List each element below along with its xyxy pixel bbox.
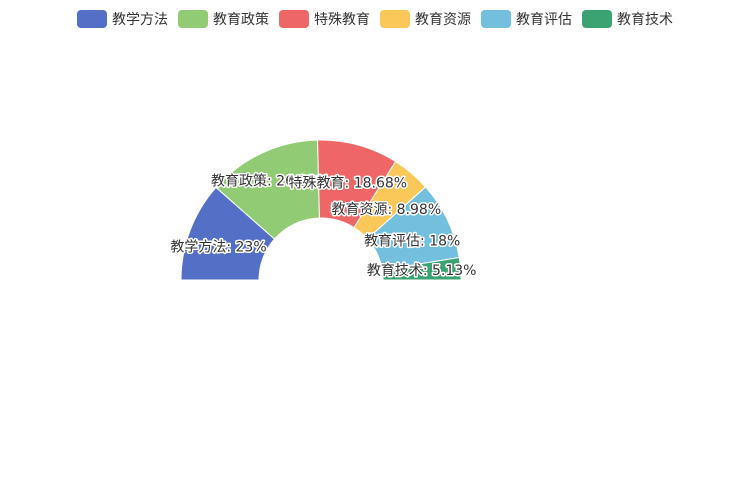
legend-swatch — [380, 10, 410, 28]
data-label: 教育技术: 5.13% — [367, 263, 477, 279]
data-label: 特殊教育: 18.68% — [289, 176, 408, 192]
data-label: 教育评估: 18% — [364, 234, 460, 250]
data-label: 教学方法: 23% — [170, 239, 266, 255]
legend-swatch — [178, 10, 208, 28]
legend-label: 教学方法 — [112, 12, 168, 28]
legend-item[interactable]: 教育评估 — [481, 10, 572, 28]
legend-swatch — [582, 10, 612, 28]
legend-label: 教育技术 — [617, 12, 673, 28]
legend-swatch — [77, 10, 107, 28]
data-labels: 教学方法: 23% 教育政策: 26.23%特殊教育: 18.68% 教育资源: 8… — [169, 171, 478, 280]
legend-label: 教育政策 — [213, 11, 269, 28]
legend-label: 教育评估 — [516, 12, 572, 28]
legend-item[interactable]: 教学方法 — [77, 10, 168, 28]
slices — [180, 139, 462, 281]
legend-item[interactable]: 教育技术 — [582, 10, 673, 28]
legend-label: 特殊教育 — [314, 12, 370, 28]
legend-swatch — [481, 10, 511, 28]
legend-item[interactable]: 教育资源 — [380, 10, 471, 28]
legend-label: 教育资源 — [415, 12, 471, 28]
legend-item[interactable]: 特殊教育 — [279, 10, 370, 28]
legend-item[interactable]: 教育政策 — [178, 10, 269, 28]
data-label: 教育资源: 8.98% — [331, 202, 441, 218]
legend-swatch — [279, 10, 309, 28]
pie-slice[interactable] — [381, 256, 462, 281]
legend: 教学方法 教育政策 特殊教育 教育资源 教育评估 教育技术 — [77, 10, 673, 28]
data-label: 教育政策: 26.23% — [211, 172, 330, 189]
